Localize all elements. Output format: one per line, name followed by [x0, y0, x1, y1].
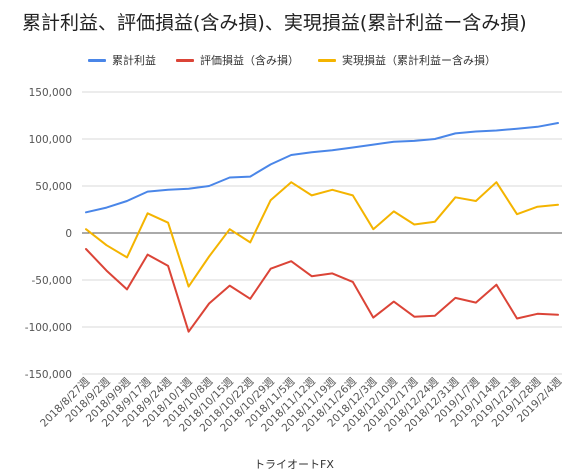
legend-label: 累計利益 [112, 54, 156, 67]
y-tick-label: 150,000 [29, 87, 72, 99]
legend-item-realized: 実現損益（累計利益ー含み損） [318, 52, 496, 68]
y-tick-label: 50,000 [35, 181, 72, 193]
series-line-2 [85, 181, 559, 288]
series-line-0 [85, 122, 559, 214]
legend-swatch-red [176, 58, 194, 62]
y-tick-label: -150,000 [25, 369, 72, 381]
legend-swatch-yellow [318, 58, 336, 62]
y-tick-label: 0 [65, 228, 72, 240]
legend-item-unrealized: 評価損益（含み損） [176, 52, 299, 68]
chart-title: 累計利益、評価損益(含み損)、実現損益(累計利益ー含み損) [22, 12, 527, 34]
legend: 累計利益 評価損益（含み損） 実現損益（累計利益ー含み損） [0, 52, 588, 72]
y-tick-label: -50,000 [31, 275, 72, 287]
x-axis-label: トライオートFX [254, 458, 334, 471]
y-tick-label: 100,000 [29, 134, 72, 146]
series-line-1 [85, 248, 559, 333]
legend-swatch-blue [88, 58, 106, 62]
y-tick-label: -100,000 [25, 322, 72, 334]
legend-label: 評価損益（含み損） [200, 54, 299, 67]
legend-item-cumulative-profit: 累計利益 [88, 52, 156, 68]
legend-label: 実現損益（累計利益ー含み損） [342, 54, 496, 67]
